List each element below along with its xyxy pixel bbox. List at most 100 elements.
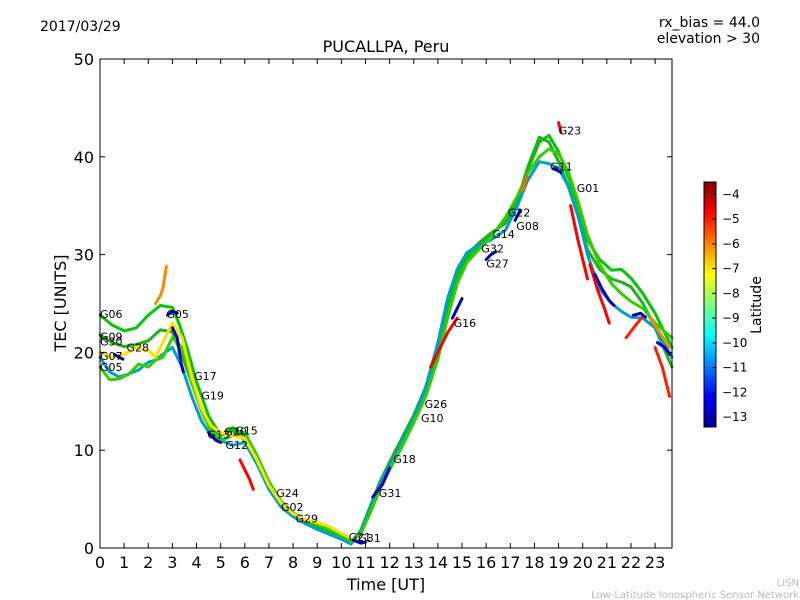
x-tick-label: 12 xyxy=(379,553,399,572)
satellite-label: G17 xyxy=(194,370,217,383)
colorbar-tick-label: −5 xyxy=(722,212,740,226)
colorbar-tick-label: −11 xyxy=(722,361,747,375)
x-tick-label: 23 xyxy=(645,553,665,572)
x-tick-label: 18 xyxy=(524,553,544,572)
tec-trace-6 xyxy=(154,264,168,305)
satellite-label: G14 xyxy=(492,228,515,241)
colorbar-tick-label: −6 xyxy=(722,237,740,251)
satellite-label: G07 xyxy=(100,350,123,363)
x-tick-label: 20 xyxy=(573,553,593,572)
chart-title: PUCALLPA, Peru xyxy=(323,37,450,56)
x-tick-label: 22 xyxy=(621,553,641,572)
y-tick-label: 0 xyxy=(84,539,94,558)
x-tick-label: 3 xyxy=(167,553,177,572)
satellite-label: G18 xyxy=(393,453,416,466)
satellite-label: G29 xyxy=(296,513,319,526)
satellite-label: G02 xyxy=(281,501,304,514)
satellite-label: G19 xyxy=(201,389,224,402)
y-tick-label: 30 xyxy=(74,246,94,265)
x-tick-label: 16 xyxy=(476,553,496,572)
x-axis: 0 1 2 3 4 5 6 7 8 9 10 11 12 13 14 15 16 17 18 19 20 21 22 23 xyxy=(95,59,665,572)
tec-trace-5 xyxy=(98,321,353,540)
x-tick-label: 10 xyxy=(331,553,351,572)
tec-trace-12 xyxy=(588,262,611,325)
satellite-label: G31 xyxy=(379,487,402,500)
x-tick-label: 2 xyxy=(143,553,153,572)
tec-trace-13 xyxy=(624,314,645,340)
colorbar-tick-label: −12 xyxy=(722,385,747,399)
y-tick-label: 40 xyxy=(74,148,94,167)
colorbar-ticks: −4 −5 −6 −7 −8 −9 −10 −11 −12 −13 xyxy=(712,187,747,424)
x-tick-label: 11 xyxy=(355,553,375,572)
x-tick-label: 8 xyxy=(288,553,298,572)
satellite-label: G05 xyxy=(100,361,123,374)
satellite-label: G11 xyxy=(550,161,573,174)
colorbar-tick-label: −4 xyxy=(722,187,740,201)
colorbar-tick-label: −10 xyxy=(722,336,747,350)
satellite-label: G30 xyxy=(100,336,123,349)
x-tick-label: 1 xyxy=(119,553,129,572)
x-tick-label: 0 xyxy=(95,553,105,572)
tec-trace-23 xyxy=(484,250,498,261)
tec-trace-25 xyxy=(552,167,563,174)
tec-trace-1 xyxy=(98,133,674,544)
tec-trace-17 xyxy=(166,309,179,317)
x-tick-label: 7 xyxy=(264,553,274,572)
y-tick-label: 50 xyxy=(74,50,94,69)
x-tick-label: 17 xyxy=(500,553,520,572)
rx-bias-label: rx_bias = 44.0 xyxy=(659,15,760,31)
x-tick-label: 5 xyxy=(216,553,226,572)
satellite-labels: G06G09G30G07G05G28G05G17G19G13G20G15G12G… xyxy=(100,124,599,545)
satellite-label: G32 xyxy=(481,243,504,256)
satellite-label: G22 xyxy=(508,207,531,220)
plot-frame xyxy=(99,58,673,549)
x-tick-label: 19 xyxy=(548,553,568,572)
footer-network: Low-Latitude Ionospheric Sensor Network xyxy=(591,590,799,600)
tec-trace-19 xyxy=(207,431,223,444)
tec-trace-20 xyxy=(371,466,392,499)
y-tick-label: 20 xyxy=(74,343,94,362)
satellite-label: G12 xyxy=(226,439,249,452)
elevation-label: elevation > 30 xyxy=(657,31,760,47)
y-axis: 0 10 20 30 40 50 xyxy=(74,50,672,558)
satellite-label: G16 xyxy=(454,317,477,330)
x-tick-label: 15 xyxy=(452,553,472,572)
footer-lisn: LISN xyxy=(777,578,799,589)
satellite-label: G09 xyxy=(100,331,123,344)
x-tick-label: 9 xyxy=(312,553,322,572)
satellite-label: G31 xyxy=(358,532,381,545)
tec-trace-7 xyxy=(238,458,255,491)
colorbar-tick-label: −9 xyxy=(722,311,740,325)
colorbar xyxy=(703,181,717,428)
tec-trace-10 xyxy=(557,121,563,134)
tec-trace-24 xyxy=(513,209,522,222)
satellite-label: G23 xyxy=(559,124,582,137)
satellite-label: G10 xyxy=(421,412,444,425)
satellite-label: G05 xyxy=(166,308,189,321)
x-tick-label: 21 xyxy=(597,553,617,572)
colorbar-label: Latitude xyxy=(749,276,765,334)
x-axis-label: Time [UT] xyxy=(346,575,425,594)
satellite-label: G20 xyxy=(224,426,247,439)
tec-trace-27 xyxy=(631,311,647,319)
tec-trace-18 xyxy=(170,326,185,374)
colorbar-tick-label: −7 xyxy=(722,262,740,276)
tec-trace-8 xyxy=(429,316,459,369)
tec-trace-4 xyxy=(98,147,674,543)
satellite-label: G24 xyxy=(276,487,299,500)
colorbar-tick-label: −8 xyxy=(722,286,740,300)
tec-trace-26 xyxy=(593,272,616,307)
tec-trace-14 xyxy=(653,346,672,398)
tec-trace-21 xyxy=(351,538,367,545)
satellite-label: G08 xyxy=(516,220,539,233)
satellite-label: G28 xyxy=(127,341,150,354)
x-tick-label: 6 xyxy=(240,553,250,572)
tec-trace-22 xyxy=(450,297,464,320)
x-tick-label: 4 xyxy=(191,553,201,572)
date-label: 2017/03/29 xyxy=(40,19,121,35)
colorbar-tick-label: −13 xyxy=(722,410,747,424)
x-tick-label: 13 xyxy=(404,553,424,572)
tec-trace-9 xyxy=(520,174,529,193)
tec-traces xyxy=(98,121,674,546)
